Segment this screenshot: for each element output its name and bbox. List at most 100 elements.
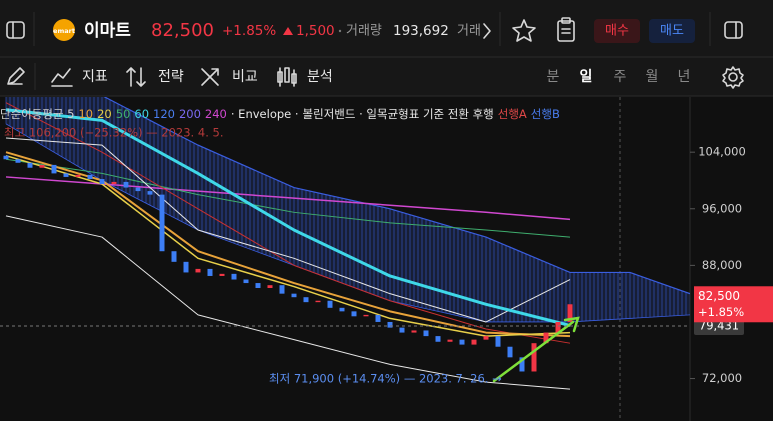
star-icon[interactable] [512, 19, 536, 42]
more-text: 거래 [457, 24, 481, 39]
y-tick-label: 88,000 [702, 258, 742, 272]
sell-button[interactable] [649, 19, 695, 43]
ichimoku-cloud [6, 97, 690, 322]
candle-body [27, 162, 33, 168]
candle-body [87, 174, 93, 180]
candle-body [567, 304, 573, 322]
legend-item[interactable]: · Envelope · [231, 107, 299, 121]
legend-item[interactable]: 50 [116, 107, 131, 121]
cloud-span [103, 97, 690, 295]
tool-label[interactable]: 지표 [82, 69, 108, 85]
plot [3, 97, 690, 390]
change: +1.85% [222, 23, 276, 39]
candle-body [15, 159, 21, 163]
clipboard-icon[interactable] [557, 17, 575, 42]
legend-item[interactable]: 240 [205, 107, 227, 121]
candle-body [159, 194, 165, 252]
trend-arrow [492, 316, 580, 383]
candle-body [195, 268, 201, 273]
period-tab[interactable]: 년 [678, 69, 691, 85]
indicator-icon[interactable] [51, 68, 73, 87]
candle-body [291, 293, 297, 298]
compare-icon[interactable] [201, 68, 219, 86]
legend-item[interactable]: 20 [97, 107, 112, 121]
tool-label[interactable]: 전략 [158, 69, 184, 85]
candle-body [183, 261, 189, 273]
buy-label[interactable]: 매수 [605, 24, 629, 39]
candle-body [423, 330, 429, 337]
ma-line [5, 137, 571, 323]
last-price-change: +1.85% [698, 305, 744, 319]
candle-body [99, 179, 105, 185]
dot [338, 29, 342, 33]
draw-icon[interactable] [7, 67, 25, 85]
candle-body [75, 174, 81, 177]
candle-body [363, 314, 369, 317]
candle-body [327, 300, 333, 308]
candle-body [51, 164, 57, 174]
candle-body [351, 311, 357, 317]
candle-body [267, 285, 273, 289]
candle-body [543, 332, 549, 344]
panel-icon[interactable] [724, 21, 743, 39]
candle-body [471, 339, 477, 345]
candle-body [123, 181, 129, 188]
legend-item[interactable]: 120 [153, 107, 175, 121]
candle-body [495, 336, 501, 347]
price: 82,500 [151, 20, 214, 41]
buy-button[interactable] [594, 19, 640, 43]
candle-body [147, 191, 153, 195]
candle-body [519, 357, 525, 372]
candle-body [63, 173, 69, 177]
candle-body [279, 285, 285, 294]
volume-label: 거래량 [346, 24, 382, 39]
volume: 193,692 [393, 23, 449, 39]
analysis-icon[interactable] [277, 67, 297, 87]
candle-body [387, 321, 393, 328]
candle-body [399, 327, 405, 333]
candle-body [171, 251, 177, 262]
legend: 단순이동평균 5 10 20 50 60 120 200 240 · Envelope · 볼린저… [0, 107, 560, 121]
legend-item[interactable]: 200 [179, 107, 201, 121]
chevron[interactable] [483, 23, 491, 39]
panel-icon[interactable] [6, 21, 25, 39]
legend-item[interactable]: 10 [78, 107, 93, 121]
candle-body [411, 330, 417, 333]
period-tab[interactable]: 분 [547, 69, 560, 85]
candle-body [303, 297, 309, 303]
ma-line [5, 158, 571, 238]
candle-body [375, 314, 381, 322]
candle-body [3, 155, 9, 160]
logo [53, 19, 75, 41]
stock-name: 이마트 [84, 21, 131, 41]
period-tab[interactable]: 주 [614, 69, 627, 85]
period-tab[interactable]: 일 [580, 69, 593, 85]
tool-label[interactable]: 비교 [232, 69, 258, 85]
candle-body [483, 336, 489, 340]
candle-body [447, 339, 453, 342]
period-tab[interactable]: 월 [646, 69, 659, 85]
legend-item[interactable]: 선행B [531, 107, 560, 121]
legend-item[interactable]: 단순이동평균 5 [0, 107, 74, 121]
legend-item[interactable]: 선행A [498, 107, 527, 121]
sell-label[interactable]: 매도 [660, 24, 684, 39]
candle-body [315, 300, 321, 303]
candle-body [243, 279, 249, 284]
candle-body [135, 187, 141, 192]
candle-body [531, 343, 537, 372]
strategy-icon[interactable] [126, 67, 146, 87]
low-annotation: 최저 71,900 (+14.74%) — 2023. 7. 26. → [269, 372, 502, 386]
y-tick-label: 72,000 [702, 371, 742, 385]
tool-label[interactable]: 분석 [307, 69, 333, 85]
candle-body [339, 307, 345, 312]
logo-text: emart [53, 27, 75, 35]
legend-item[interactable]: 볼린저밴드 · 일목균형표 기준 전환 후행 [303, 107, 494, 121]
top-bars [0, 0, 773, 96]
candle-body [111, 181, 117, 185]
legend-item[interactable]: 60 [134, 107, 149, 121]
settings-icon[interactable] [722, 66, 744, 89]
candle-body [435, 336, 441, 342]
candle-body [255, 283, 261, 289]
ma-line [5, 108, 571, 327]
